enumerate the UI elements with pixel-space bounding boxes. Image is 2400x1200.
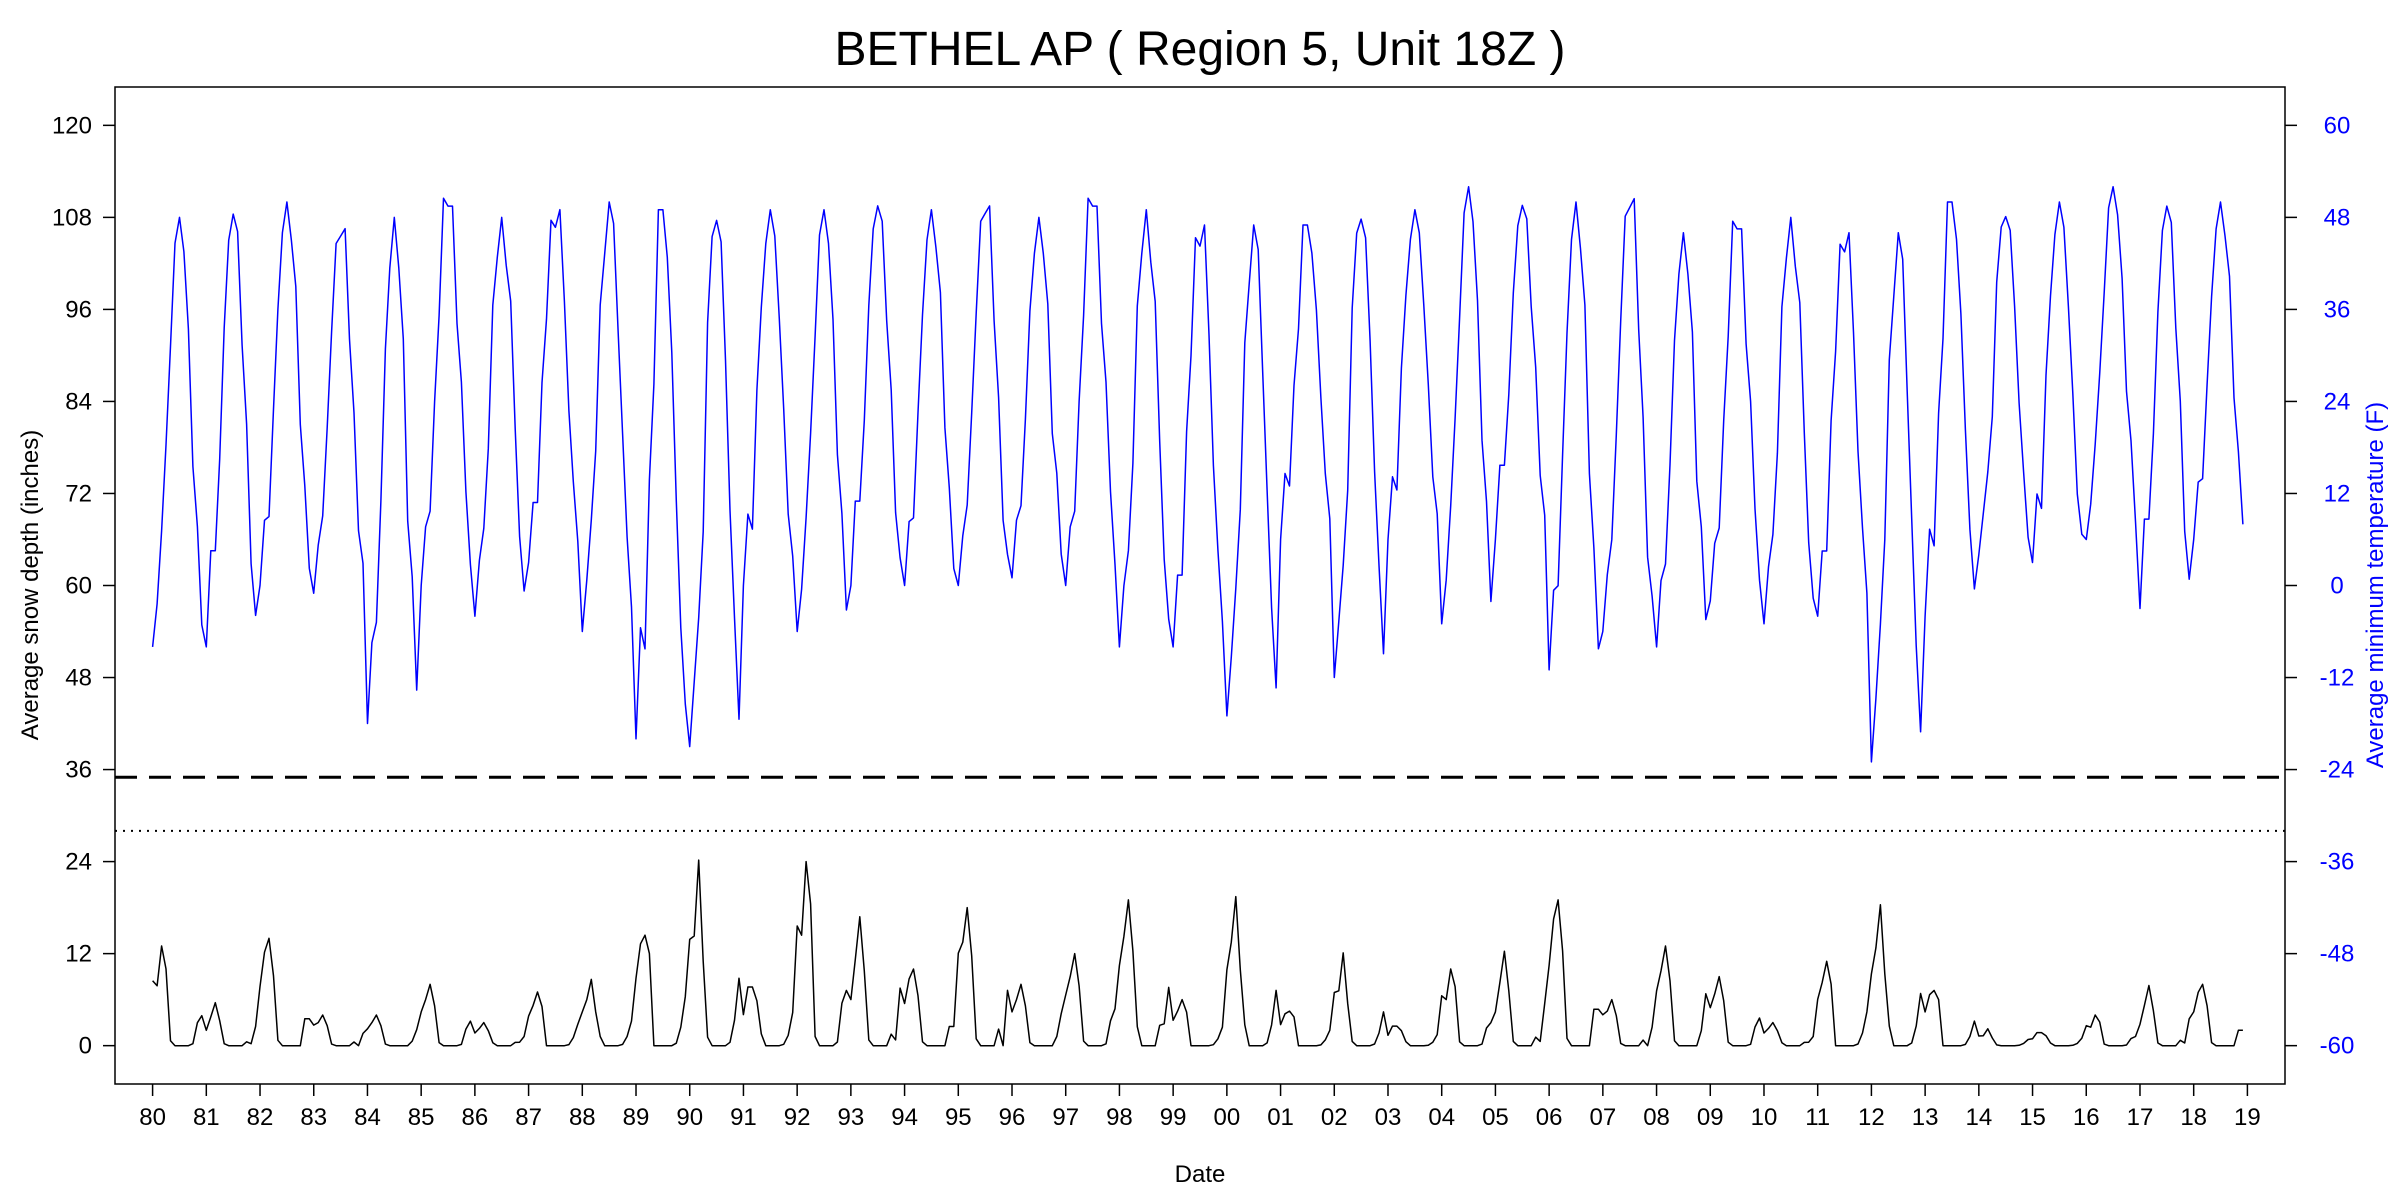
y-left-tick-label: 36 [65,757,92,784]
x-tick-label: 06 [1536,1104,1563,1131]
x-tick-label: 83 [300,1104,327,1131]
y-axis-label-right: Average minimum temperature (F) [2362,402,2389,768]
x-tick-label: 01 [1267,1104,1294,1131]
y-right-tick-label: -36 [2320,849,2355,876]
x-tick-label: 03 [1375,1104,1402,1131]
x-tick-label: 81 [193,1104,220,1131]
plot-frame [114,86,2286,1085]
snow-depth-line [152,859,2243,1047]
x-tick-label: 88 [569,1104,596,1131]
y-right-tick-label: 60 [2324,112,2351,139]
x-tick-label: 12 [1858,1104,1885,1131]
y-right-tick-label: -24 [2320,757,2355,784]
x-tick-label: 18 [2180,1104,2207,1131]
y-axis-label-left: Average snow depth (inches) [17,430,44,740]
x-tick-label: 98 [1106,1104,1133,1131]
x-axis-label: Date [1175,1161,1226,1188]
y-right-tick-label: 12 [2324,480,2351,507]
y-right-tick-label: -60 [2320,1033,2355,1060]
y-left-tick-label: 48 [65,665,92,692]
y-left-tick-label: 24 [65,849,92,876]
x-tick-label: 14 [1965,1104,1992,1131]
x-tick-label: 04 [1428,1104,1455,1131]
x-tick-label: 82 [247,1104,274,1131]
y-left-tick-label: 0 [79,1033,92,1060]
y-right-tick-label: -48 [2320,941,2355,968]
y-left-tick-label: 120 [52,112,92,139]
chart-title: BETHEL AP ( Region 5, Unit 18Z ) [835,23,1566,76]
x-tick-label: 86 [462,1104,489,1131]
x-tick-label: 17 [2127,1104,2154,1131]
y-left-tick-label: 60 [65,573,92,600]
x-tick-label: 07 [1589,1104,1616,1131]
x-tick-label: 95 [945,1104,972,1131]
x-tick-label: 08 [1643,1104,1670,1131]
min-temperature-line [151,185,2244,763]
y-left-tick-label: 12 [65,941,92,968]
y-left-tick-label: 84 [65,388,92,415]
x-tick-label: 84 [354,1104,381,1131]
y-right-tick-label: 36 [2324,296,2351,323]
x-tick-label: 19 [2234,1104,2261,1131]
x-tick-label: 05 [1482,1104,1509,1131]
x-tick-label: 97 [1052,1104,1079,1131]
y-right-tick-label: -12 [2320,665,2355,692]
x-tick-label: 80 [139,1104,166,1131]
x-tick-label: 13 [1912,1104,1939,1131]
y-left-tick-label: 108 [52,204,92,231]
x-tick-label: 93 [838,1104,865,1131]
x-tick-label: 09 [1697,1104,1724,1131]
y-right-tick-label: 0 [2330,573,2343,600]
axes-layer: 80 81 82 83 84 85 86 87 88 89 90 91 92 93 94 95 96 97 98 99… [52,112,2354,1131]
x-tick-label: 87 [515,1104,542,1131]
x-tick-label: 99 [1160,1104,1187,1131]
x-tick-label: 85 [408,1104,435,1131]
x-tick-label: 11 [1805,1104,1830,1131]
series-layer [151,185,2244,1047]
x-tick-label: 92 [784,1104,811,1131]
x-tick-label: 90 [676,1104,703,1131]
y-left-tick-label: 72 [65,480,92,507]
x-tick-label: 02 [1321,1104,1348,1131]
x-tick-label: 91 [730,1104,757,1131]
x-tick-label: 89 [623,1104,650,1131]
x-tick-label: 94 [891,1104,918,1131]
x-tick-label: 15 [2019,1104,2046,1131]
y-right-tick-label: 48 [2324,204,2351,231]
x-tick-label: 00 [1214,1104,1241,1131]
y-right-tick-label: 24 [2324,388,2351,415]
y-left-tick-label: 96 [65,296,92,323]
reference-lines [115,775,2285,832]
x-tick-label: 16 [2073,1104,2100,1131]
x-tick-label: 10 [1751,1104,1778,1131]
x-tick-label: 96 [999,1104,1026,1131]
